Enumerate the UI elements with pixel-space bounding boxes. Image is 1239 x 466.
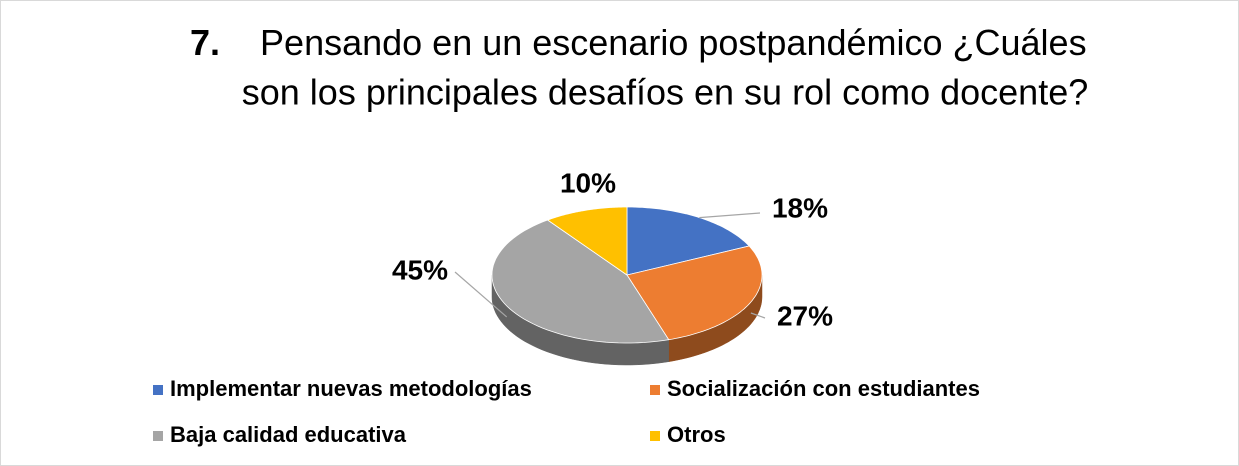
leader-line	[699, 212, 761, 219]
slice	[546, 206, 628, 276]
data-label: 27%	[777, 300, 833, 331]
slice	[491, 219, 670, 344]
data-label: 45%	[392, 254, 448, 285]
legend-label: Otros	[667, 422, 726, 447]
legend-swatch	[650, 385, 660, 395]
data-label: 10%	[560, 167, 616, 198]
slice	[626, 245, 763, 341]
title-line: Pensando en un escenario postpandémico ¿…	[260, 22, 1087, 63]
legend-label: Implementar nuevas metodologías	[170, 376, 532, 401]
legend-label: Socialización con estudiantes	[667, 376, 980, 401]
legend-swatch	[153, 385, 163, 395]
chart-title: 7. Pensando en un escenario postpandémico…	[190, 22, 1087, 63]
legend-swatch	[153, 431, 163, 441]
leader-line	[454, 271, 508, 318]
title-number: 7.	[190, 22, 220, 63]
legend-label: Baja calidad educativa	[170, 422, 407, 447]
legend-swatch	[650, 431, 660, 441]
leader-line	[750, 312, 766, 319]
title-line: son los principales desafíos en su rol c…	[242, 72, 1089, 113]
data-label: 18%	[772, 192, 828, 223]
